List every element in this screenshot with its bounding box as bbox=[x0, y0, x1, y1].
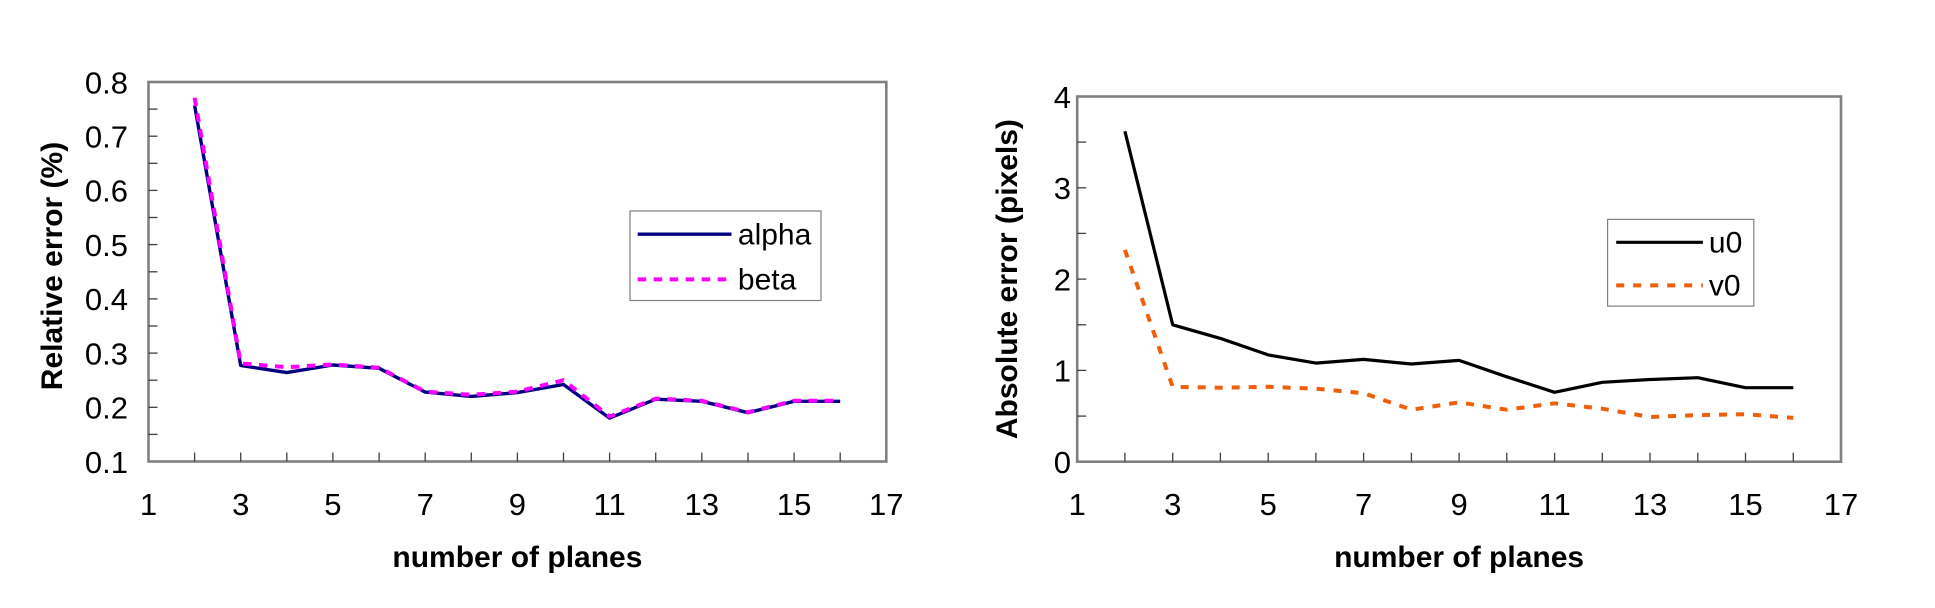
svg-text:3: 3 bbox=[1164, 487, 1181, 522]
svg-text:17: 17 bbox=[1824, 487, 1858, 522]
svg-text:15: 15 bbox=[1728, 487, 1762, 522]
svg-text:3: 3 bbox=[1054, 171, 1071, 206]
svg-text:7: 7 bbox=[417, 487, 434, 522]
svg-text:0.1: 0.1 bbox=[85, 445, 128, 480]
svg-text:5: 5 bbox=[1260, 487, 1277, 522]
svg-text:9: 9 bbox=[509, 487, 526, 522]
svg-text:11: 11 bbox=[1539, 487, 1571, 522]
svg-text:3: 3 bbox=[232, 487, 249, 522]
svg-text:0.2: 0.2 bbox=[85, 391, 128, 426]
svg-text:5: 5 bbox=[324, 487, 341, 522]
svg-text:1: 1 bbox=[140, 487, 157, 522]
svg-text:0.7: 0.7 bbox=[85, 120, 128, 155]
svg-text:number of planes: number of planes bbox=[1334, 541, 1584, 574]
svg-text:Absolute error (pixels): Absolute error (pixels) bbox=[991, 119, 1024, 439]
svg-text:4: 4 bbox=[1054, 80, 1071, 115]
svg-text:v0: v0 bbox=[1709, 270, 1741, 303]
svg-text:11: 11 bbox=[594, 487, 626, 522]
svg-text:13: 13 bbox=[1633, 487, 1667, 522]
svg-text:0.8: 0.8 bbox=[85, 65, 128, 100]
svg-text:0.4: 0.4 bbox=[85, 282, 128, 317]
svg-text:1: 1 bbox=[1069, 487, 1086, 522]
svg-text:alpha: alpha bbox=[738, 219, 812, 252]
svg-text:1: 1 bbox=[1054, 354, 1071, 389]
svg-text:7: 7 bbox=[1355, 487, 1372, 522]
svg-text:2: 2 bbox=[1054, 262, 1071, 297]
svg-text:Relative error (%): Relative error (%) bbox=[36, 142, 69, 390]
svg-text:0.6: 0.6 bbox=[85, 174, 128, 209]
svg-text:0.5: 0.5 bbox=[85, 228, 128, 263]
svg-text:number of planes: number of planes bbox=[392, 541, 642, 574]
svg-text:u0: u0 bbox=[1709, 227, 1742, 260]
svg-text:9: 9 bbox=[1450, 487, 1467, 522]
svg-text:beta: beta bbox=[738, 264, 797, 297]
svg-text:17: 17 bbox=[869, 487, 903, 522]
svg-text:13: 13 bbox=[685, 487, 719, 522]
svg-text:15: 15 bbox=[777, 487, 811, 522]
svg-text:0.3: 0.3 bbox=[85, 336, 128, 371]
svg-text:0: 0 bbox=[1054, 445, 1071, 480]
